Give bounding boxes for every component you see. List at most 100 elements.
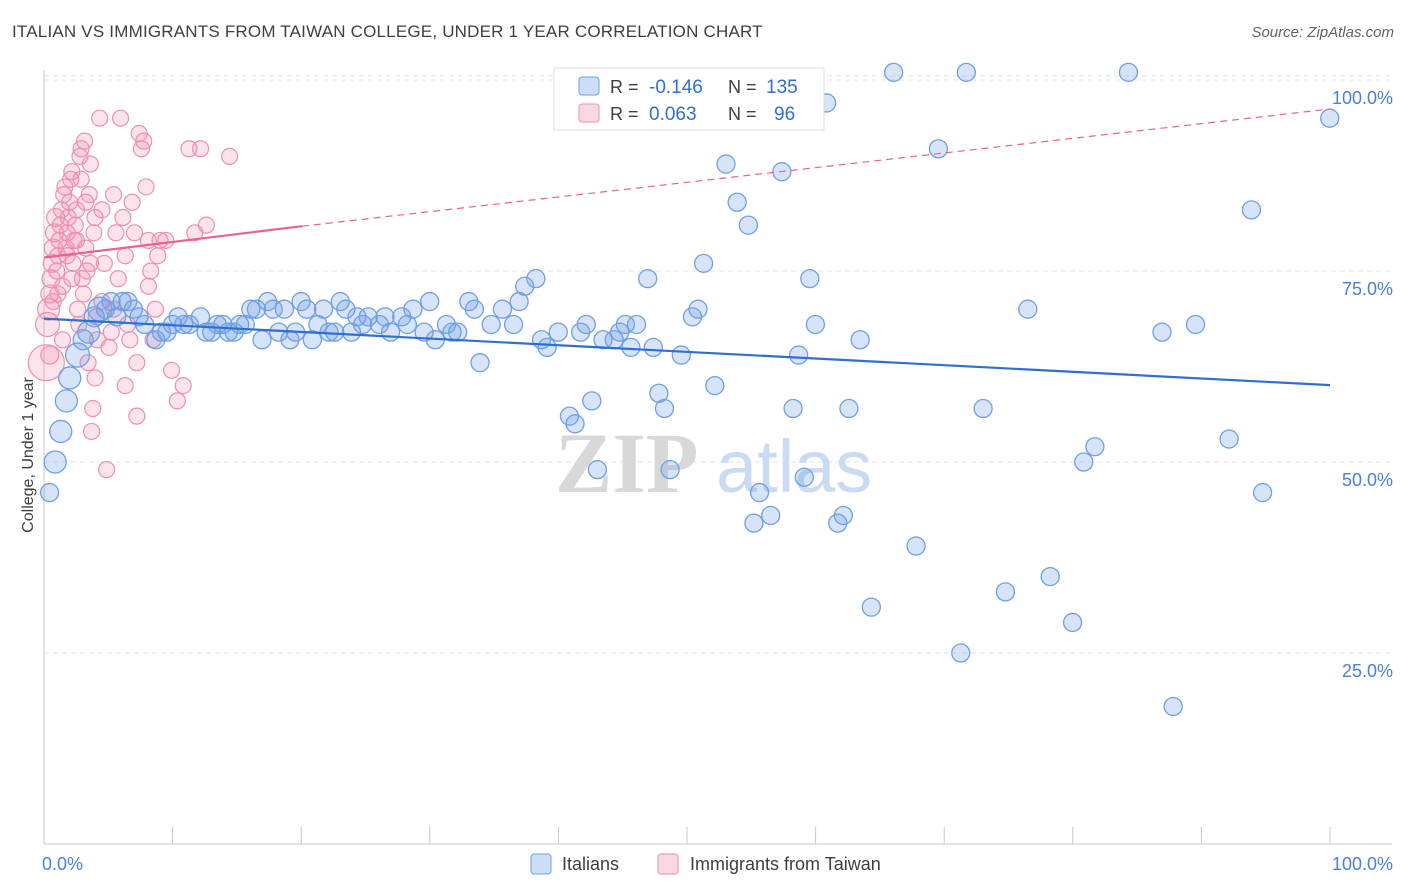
point-italian — [582, 391, 602, 411]
point-italian — [1085, 437, 1105, 457]
point-italian — [744, 513, 764, 533]
point-italian — [805, 314, 826, 335]
point-taiwan — [111, 109, 130, 127]
x-tick-label: 100.0% — [1332, 854, 1393, 874]
bottom-legend-swatch-taiwan — [657, 853, 679, 875]
point-italian — [1074, 452, 1094, 472]
point-italian — [654, 398, 675, 419]
y-tick-label: 25.0% — [1342, 661, 1393, 681]
point-italian — [688, 299, 708, 319]
bottom-legend-swatch-italians — [530, 853, 552, 875]
point-italian — [1062, 612, 1083, 633]
point-italian — [54, 389, 79, 413]
point-italian — [593, 330, 613, 350]
point-taiwan — [135, 132, 153, 150]
point-italian — [548, 322, 568, 342]
point-italian — [515, 276, 535, 296]
point-taiwan — [109, 270, 127, 288]
point-italian — [313, 299, 334, 319]
point-taiwan — [48, 262, 66, 280]
point-taiwan — [114, 208, 132, 227]
watermark-zip: ZIP — [555, 415, 698, 511]
point-taiwan — [95, 254, 113, 272]
point-taiwan — [149, 247, 167, 265]
point-italian — [638, 268, 658, 289]
point-italian — [928, 139, 949, 159]
point-taiwan — [125, 224, 144, 242]
legend-r-label-2: R = — [610, 104, 639, 124]
legend-n-label-1: N = — [728, 77, 757, 97]
point-taiwan — [116, 377, 134, 395]
bottom-legend: Italians Immigrants from Taiwan — [530, 853, 881, 875]
point-italian — [956, 62, 976, 83]
point-italian — [626, 314, 647, 335]
point-taiwan — [123, 193, 141, 211]
point-italian — [420, 291, 440, 312]
point-italian — [503, 314, 524, 335]
point-italian — [207, 314, 227, 335]
trend-taiwan-dashed — [301, 108, 1331, 227]
point-italian — [884, 62, 904, 83]
point-italian — [615, 314, 636, 335]
point-taiwan — [37, 297, 61, 321]
point-italian — [1040, 566, 1060, 587]
y-axis-label: College, Under 1 year — [20, 377, 37, 533]
point-taiwan — [128, 354, 146, 372]
bottom-legend-taiwan: Immigrants from Taiwan — [690, 854, 881, 874]
point-italian — [64, 342, 91, 368]
legend-n-value-1: 135 — [766, 77, 798, 98]
point-taiwan — [128, 407, 146, 425]
point-taiwan — [174, 377, 192, 395]
source-label: Source: ZipAtlas.com — [1251, 24, 1394, 41]
top-legend: R = -0.146 N = 135 R = 0.063 N = 96 — [553, 67, 825, 131]
point-italian — [43, 450, 67, 474]
point-taiwan — [63, 270, 81, 288]
point-italian — [442, 322, 462, 342]
point-italian — [49, 419, 73, 444]
point-taiwan — [40, 345, 60, 365]
point-italian — [761, 505, 781, 526]
point-italian — [414, 322, 434, 342]
point-italian — [151, 322, 172, 342]
point-taiwan — [77, 193, 95, 211]
point-italian — [861, 597, 881, 617]
point-taiwan — [197, 216, 215, 234]
point-taiwan — [66, 216, 84, 234]
point-italian — [492, 299, 513, 319]
point-italian — [252, 330, 272, 350]
point-italian — [1185, 314, 1206, 335]
point-taiwan — [79, 354, 97, 372]
watermark: ZIP atlas — [555, 415, 872, 511]
legend-swatch-pink — [578, 103, 600, 123]
point-taiwan — [74, 285, 93, 303]
point-italian — [576, 314, 596, 335]
point-taiwan — [81, 155, 100, 173]
point-taiwan — [75, 132, 94, 150]
point-italian — [973, 398, 993, 419]
point-taiwan — [107, 224, 125, 242]
point-italian — [995, 582, 1016, 602]
point-italian — [380, 322, 401, 342]
y-tick-label: 75.0% — [1342, 279, 1393, 299]
point-italian — [1118, 62, 1139, 83]
point-italian — [1018, 299, 1038, 319]
point-italian — [274, 299, 295, 319]
point-italian — [783, 398, 803, 419]
point-taiwan — [121, 331, 139, 349]
point-italian — [464, 299, 485, 319]
point-taiwan — [53, 331, 72, 349]
point-italian — [693, 253, 714, 274]
point-italian — [58, 366, 82, 390]
legend-n-value-2: 96 — [774, 104, 795, 125]
point-italian — [1152, 322, 1172, 342]
point-taiwan — [69, 300, 87, 318]
point-italian — [833, 505, 854, 526]
bottom-legend-italians: Italians — [562, 854, 619, 874]
trend-taiwan — [43, 225, 303, 259]
legend-r-value-1: -0.146 — [649, 77, 703, 98]
point-italian — [263, 299, 283, 319]
point-taiwan — [142, 262, 160, 280]
legend-r-label-1: R = — [610, 77, 639, 97]
point-italian — [789, 345, 809, 365]
